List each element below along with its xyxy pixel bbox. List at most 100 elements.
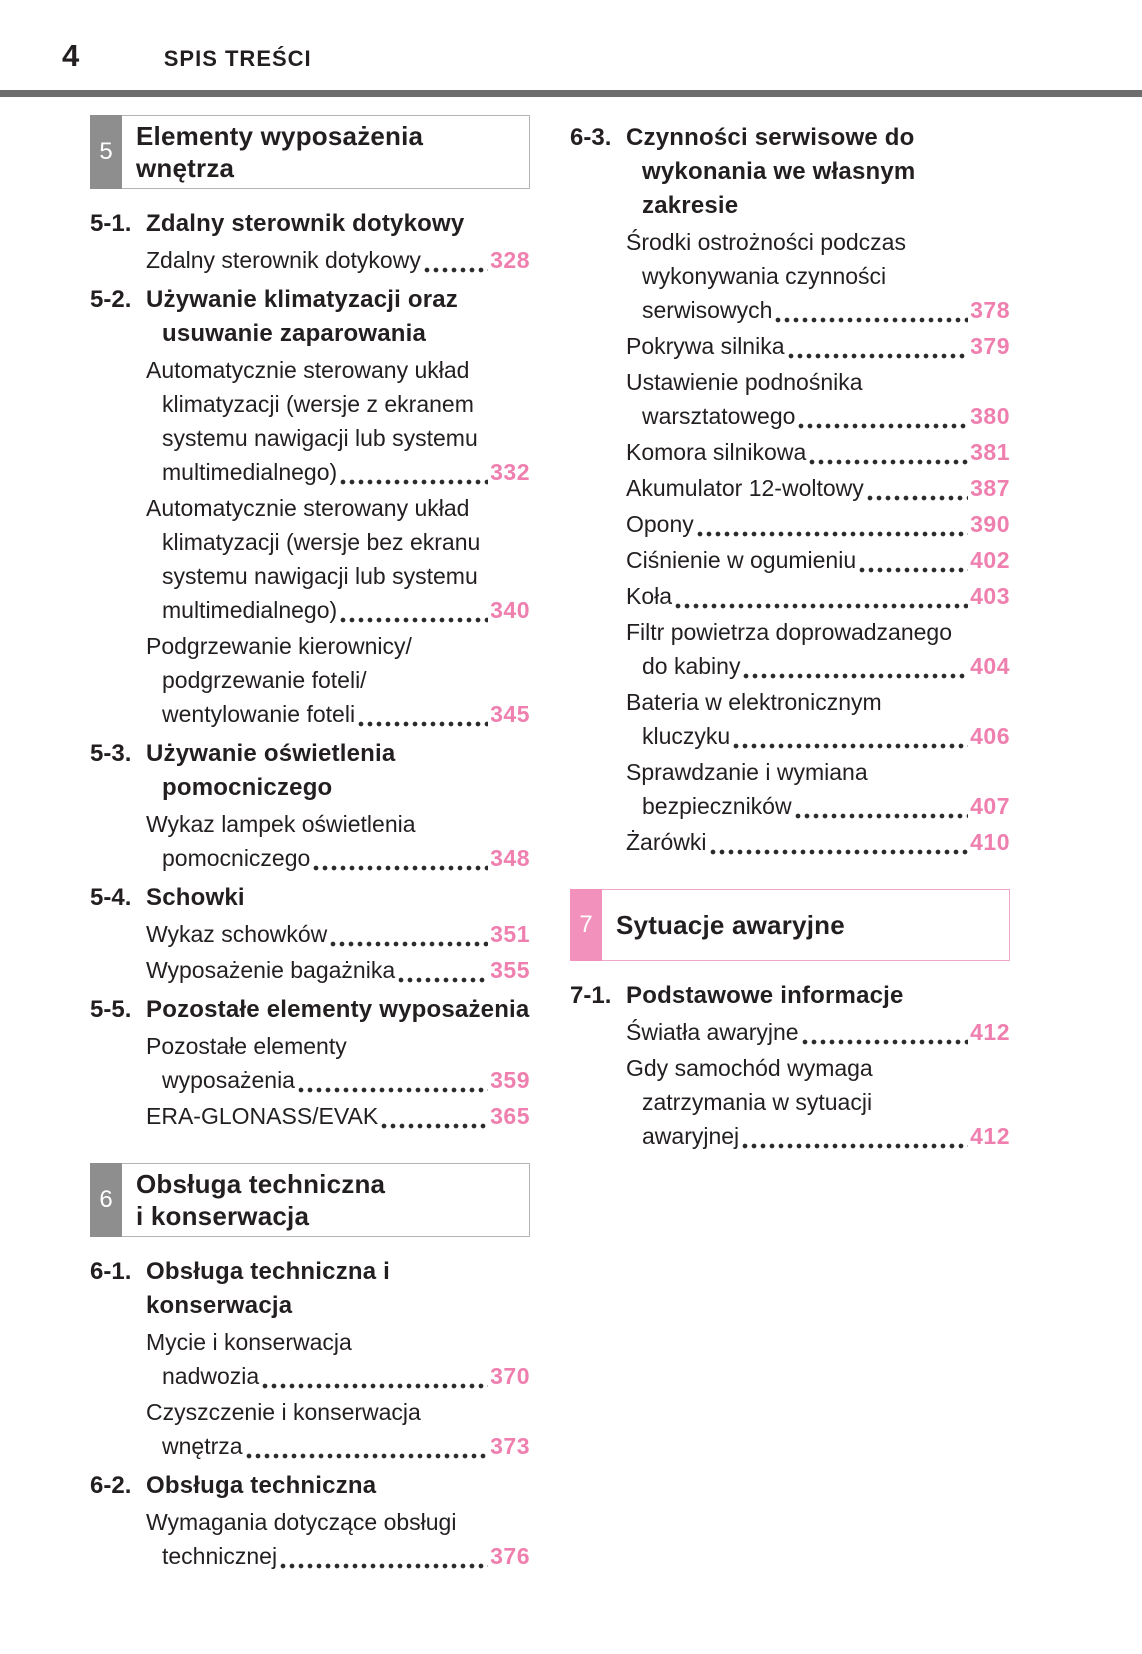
dot-leader [775,316,969,323]
toc-entry-line: systemu nawigacji lub systemu [162,425,478,451]
entry-page-number: 351 [490,921,530,947]
section-banner-title: Sytuacje awaryjne [602,890,851,960]
toc-section-heading: 5-3. Używanie oświetlenia pomocniczego [90,737,530,805]
toc-entry-text: Opony [626,511,694,537]
section-heading-line: wykonania we własnym zakresie [642,158,916,219]
toc-entry: Ciśnienie w ogumieniu 402 [570,543,1010,577]
section-heading-line: usuwanie zaparowania [162,320,427,347]
toc-entry-line: wykonywania czynności [642,263,887,289]
section-heading-line: Podstawowe informacje [626,982,904,1009]
dot-leader [866,494,969,501]
toc-entry-leader-line: Zdalny sterownik dotykowy 328 [146,243,530,277]
entry-page-number: 378 [970,297,1010,323]
toc-entry: Pokrywa silnika 379 [570,329,1010,363]
toc-entry-line: podgrzewanie foteli/ [162,667,367,693]
dot-leader [742,1142,969,1149]
entry-page-number: 379 [970,333,1010,359]
toc-entry-line: Sprawdzanie i wymiana [626,759,868,785]
dot-leader [801,1038,969,1045]
entry-page-number: 387 [970,475,1010,501]
page-number: 4 [62,38,80,73]
toc-entry: Automatycznie sterowany układ klimatyzacj… [90,353,530,489]
toc-entry-line: Mycie i konserwacja [146,1329,352,1355]
page-header: 4 SPIS TREŚCI [0,0,1142,84]
toc-entry-line: Wykaz lampek oświetlenia [146,811,416,837]
entry-page-number: 404 [970,653,1010,679]
toc-section-heading: 5-4. Schowki [90,881,530,915]
entry-page-number: 370 [490,1363,530,1389]
dot-leader [262,1382,489,1389]
section-heading-title: Używanie oświetlenia pomocniczego [146,737,395,805]
entry-page-number: 381 [970,439,1010,465]
toc-entry-line: zatrzymania w sytuacji [642,1089,873,1115]
section-heading-line: Schowki [146,884,245,911]
entry-page-number: 332 [490,459,530,485]
toc-entry-text: technicznej [162,1543,278,1569]
section-banner-5: 5 Elementy wyposażenia wnętrza [90,115,530,189]
toc-entry-line: Gdy samochód wymaga [626,1055,873,1081]
toc-entry: Koła 403 [570,579,1010,613]
section-tab-number: 5 [90,115,122,189]
dot-leader [798,422,969,429]
section-heading-line: Obsługa techniczna [146,1472,377,1499]
toc-entry-leader-line: Wyposażenie bagażnika 355 [146,953,530,987]
entry-page-number: 412 [970,1123,1010,1149]
section-number: 6-2. [90,1472,132,1499]
toc-entry-leader-line: Koła 403 [626,579,1010,613]
toc-entry: Sprawdzanie i wymiana bezpieczników 407 [570,755,1010,823]
toc-entry: Światła awaryjne 412 [570,1015,1010,1049]
toc-entry-text: Komora silnikowa [626,439,807,465]
toc-entry: Zdalny sterownik dotykowy 328 [90,243,530,277]
entry-page-number: 407 [970,793,1010,819]
section-heading-title: Czynności serwisowe do wykonania we własn… [626,121,1010,223]
toc-section-heading: 5-2. Używanie klimatyzacji oraz usuwanie z… [90,283,530,351]
toc-entry: Środki ostrożności podczas wykonywania cz… [570,225,1010,327]
section-heading-title: Obsługa techniczna i konserwacja [146,1255,530,1323]
dot-leader [313,864,489,871]
toc-entry-text: multimedialnego) [162,459,338,485]
section-heading-line: Używanie klimatyzacji oraz [146,286,458,313]
dot-leader [809,458,969,465]
section-banner-title-line: i konserwacja [136,1201,310,1231]
section-heading-title: Schowki [146,881,245,915]
toc-entry: Komora silnikowa 381 [570,435,1010,469]
entry-page-number: 359 [490,1067,530,1093]
toc-entry-leader-line: wentylowanie foteli 345 [146,697,530,731]
entry-page-number: 412 [970,1019,1010,1045]
toc-entry-line: systemu nawigacji lub systemu [162,563,478,589]
entry-page-number: 348 [490,845,530,871]
toc-entry: Akumulator 12-woltowy 387 [570,471,1010,505]
entry-page-number: 402 [970,547,1010,573]
section-banner-title-line: Elementy wyposażenia [136,121,424,151]
section-banner-title: Elementy wyposażenia wnętrza [122,116,429,188]
toc-entry-text: wnętrza [162,1433,243,1459]
toc-entry-leader-line: Opony 390 [626,507,1010,541]
toc-entry-line: Wymagania dotyczące obsługi [146,1509,457,1535]
toc-entry: Wykaz lampek oświetlenia pomocniczego 348 [90,807,530,875]
toc-entry-text: Koła [626,583,673,609]
section-heading-line: Pozostałe elementy wyposażenia [146,996,530,1023]
dot-leader [743,672,969,679]
toc-entry: Wyposażenie bagażnika 355 [90,953,530,987]
entry-page-number: 328 [490,247,530,273]
toc-entry-text: Światła awaryjne [626,1019,799,1045]
toc-entry-line: Ustawienie podnośnika [626,369,863,395]
toc-entry: Mycie i konserwacja nadwozia 370 [90,1325,530,1393]
dot-leader [733,742,969,749]
toc-entry-line: Automatycznie sterowany układ [146,357,470,383]
section-heading-title: Obsługa techniczna [146,1469,376,1503]
dot-leader [340,616,489,623]
dot-leader [859,566,969,573]
section-heading-line: Zdalny sterownik dotykowy [146,210,465,237]
toc-entry-leader-line: multimedialnego) 332 [146,455,530,489]
toc-section-heading: 6-1. Obsługa techniczna i konserwacja [90,1255,530,1323]
section-banner-title-line: wnętrza [136,153,235,183]
section-number: 6-1. [90,1258,132,1285]
toc-entry-leader-line: pomocniczego 348 [146,841,530,875]
toc-entry-text: wyposażenia [162,1067,295,1093]
entry-page-number: 410 [970,829,1010,855]
entry-page-number: 355 [490,957,530,983]
section-heading-line: pomocniczego [162,774,333,801]
dot-leader [340,478,489,485]
toc-entry-text: Ciśnienie w ogumieniu [626,547,857,573]
